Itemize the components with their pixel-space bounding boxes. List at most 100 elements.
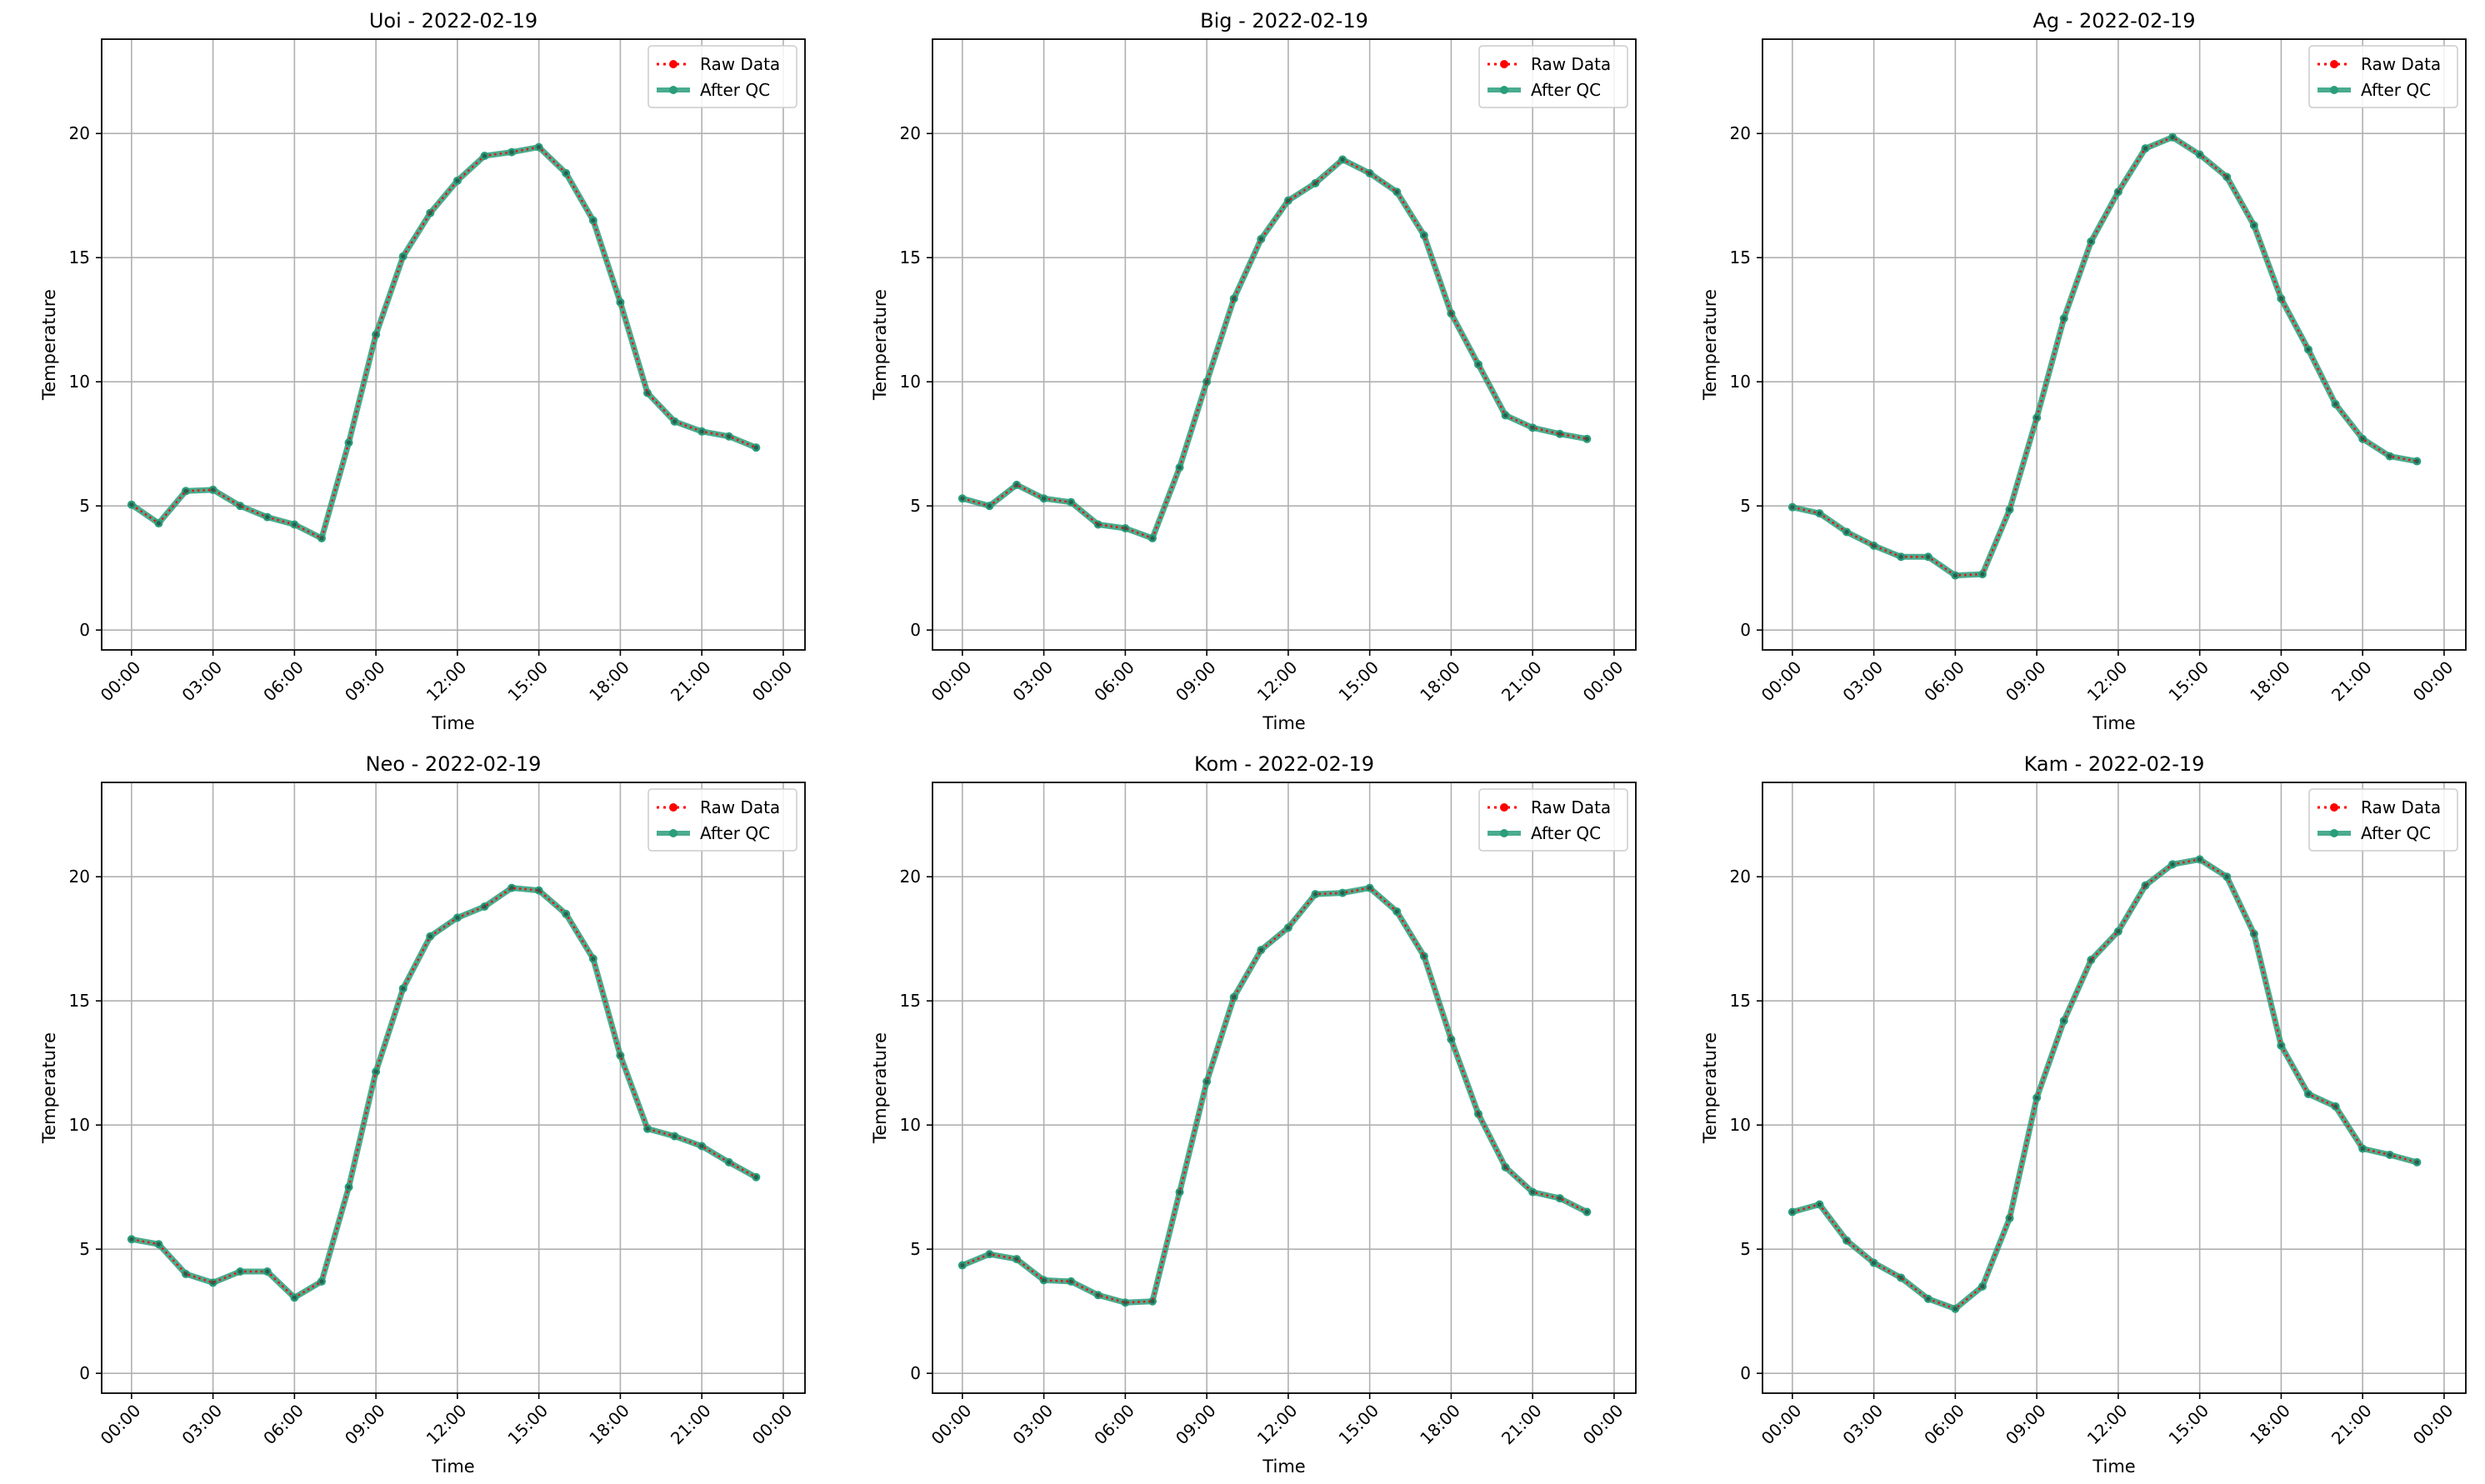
y-tick-label: 0 (79, 1363, 90, 1383)
raw-data-point (1422, 953, 1427, 959)
raw-data-point (1926, 554, 1931, 559)
legend-label-qc: After QC (2361, 823, 2431, 843)
raw-data-point (1530, 1190, 1535, 1195)
raw-data-point (1232, 995, 1237, 1000)
x-tick-label: 18:00 (585, 1401, 633, 1449)
raw-data-point (2116, 189, 2121, 194)
legend-label-raw: Raw Data (700, 54, 780, 74)
raw-data-point (1448, 311, 1454, 316)
y-tick-label: 15 (1730, 991, 1751, 1011)
raw-data-point (2007, 1216, 2012, 1221)
legend-marker-raw (669, 60, 678, 68)
raw-data-point (537, 888, 542, 893)
series-line-raw-data (1792, 136, 2418, 577)
x-axis-label: Time (431, 713, 474, 733)
raw-data-point (1122, 526, 1128, 531)
x-tick-label: 03:00 (1838, 1401, 1887, 1449)
x-tick-label: 09:00 (2002, 657, 2050, 706)
raw-data-point (1312, 181, 1318, 186)
y-tick-label: 10 (1730, 372, 1751, 392)
raw-data-point (753, 1175, 758, 1180)
raw-data-point (1872, 1260, 1877, 1266)
y-tick-label: 20 (900, 123, 921, 143)
raw-data-point (960, 496, 965, 501)
y-tick-label: 10 (1730, 1115, 1751, 1135)
x-axis-label: Time (1262, 1457, 1305, 1477)
subplot-2: 0 5 10 15 20 00:00 03:00 06:00 09:00 12:00 15:00 18… (870, 9, 1637, 733)
raw-data-point (2306, 347, 2311, 352)
y-tick-label: 20 (900, 867, 921, 887)
legend: Raw Data After QC (1478, 45, 1628, 108)
y-axis-label: Temperature (39, 1032, 59, 1144)
legend-marker-qc (1500, 829, 1508, 837)
axes-frame (932, 38, 1637, 651)
y-tick-label: 15 (1730, 247, 1751, 267)
raw-data-point (1177, 465, 1182, 470)
raw-data-point (1844, 529, 1849, 535)
raw-data-point (1584, 1209, 1589, 1215)
raw-data-point (211, 487, 216, 492)
raw-data-point (1286, 925, 1291, 930)
legend-label-qc: After QC (1531, 80, 1601, 100)
raw-data-point (2224, 174, 2229, 179)
x-tick-label: 09:00 (341, 657, 389, 706)
raw-data-point (1340, 890, 1345, 896)
raw-data-point (1926, 1297, 1931, 1302)
legend-label-raw: Raw Data (1531, 797, 1611, 817)
x-tick-label: 18:00 (2246, 1401, 2294, 1449)
raw-data-point (2142, 146, 2148, 151)
x-tick-label: 21:00 (667, 657, 715, 706)
legend-marker-qc (2330, 86, 2338, 94)
legend-label-raw: Raw Data (2361, 797, 2441, 817)
raw-data-point (292, 1295, 297, 1300)
raw-data-point (482, 904, 488, 909)
raw-data-point (699, 429, 704, 434)
y-axis-label: Temperature (39, 289, 59, 401)
x-tick-label: 09:00 (341, 1401, 389, 1449)
raw-data-point (1952, 1307, 1958, 1312)
raw-data-point (1584, 437, 1589, 442)
raw-data-point (211, 1280, 216, 1286)
raw-data-point (2414, 1160, 2419, 1165)
raw-data-point (373, 332, 378, 337)
x-tick-label: 06:00 (1920, 657, 1968, 706)
x-tick-label: 03:00 (1838, 657, 1887, 706)
x-tick-label: 09:00 (1172, 1401, 1220, 1449)
x-tick-label: 06:00 (1090, 1401, 1138, 1449)
raw-data-point (455, 178, 460, 183)
series-line-after-qc (959, 885, 1590, 1306)
raw-data-point (2332, 402, 2338, 407)
raw-data-point (183, 488, 188, 493)
raw-data-point (1096, 1292, 1101, 1297)
raw-data-point (2278, 1043, 2284, 1048)
y-tick-label: 0 (1740, 1363, 1751, 1383)
x-tick-label: 18:00 (1416, 1401, 1464, 1449)
raw-data-point (753, 445, 758, 450)
y-tick-label: 15 (900, 991, 921, 1011)
raw-data-point (2116, 929, 2121, 934)
raw-data-point (645, 1127, 650, 1132)
legend-label-raw: Raw Data (1531, 54, 1611, 74)
raw-data-point (2142, 883, 2148, 888)
raw-data-point (1014, 482, 1019, 487)
chart-title: Neo - 2022-02-19 (366, 752, 542, 776)
raw-data-point (1558, 432, 1562, 437)
y-tick-label: 15 (69, 247, 90, 267)
axes-frame (1762, 38, 2467, 651)
raw-data-point (129, 1237, 134, 1242)
raw-data-point (238, 503, 242, 508)
raw-data-point (2388, 1152, 2392, 1157)
raw-data-point (645, 391, 650, 396)
raw-data-point (2062, 316, 2067, 321)
raw-data-point (672, 1134, 678, 1139)
raw-data-point (319, 536, 324, 541)
x-tick-label: 00:00 (748, 657, 797, 706)
x-tick-label: 03:00 (178, 657, 226, 706)
legend-label-qc: After QC (2361, 80, 2431, 100)
y-tick-label: 0 (910, 1363, 921, 1383)
y-tick-label: 10 (69, 1115, 90, 1135)
raw-data-point (2088, 239, 2093, 244)
x-tick-label: 00:00 (97, 657, 145, 706)
legend-label-qc: After QC (700, 823, 770, 843)
y-tick-label: 5 (1740, 1239, 1751, 1259)
